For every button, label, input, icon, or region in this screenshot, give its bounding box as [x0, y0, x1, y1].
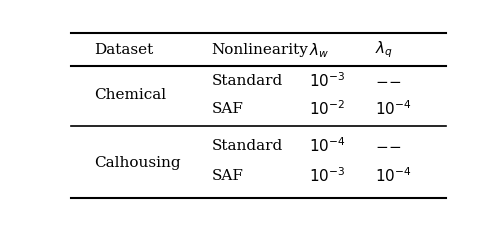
Text: $10^{-3}$: $10^{-3}$ — [309, 71, 345, 90]
Text: Nonlinearity: Nonlinearity — [212, 43, 308, 57]
Text: Standard: Standard — [212, 74, 283, 88]
Text: Standard: Standard — [212, 138, 283, 152]
Text: SAF: SAF — [212, 168, 243, 182]
Text: $\lambda_q$: $\lambda_q$ — [375, 40, 394, 60]
Text: $\lambda_w$: $\lambda_w$ — [309, 41, 330, 59]
Text: Dataset: Dataset — [94, 43, 154, 57]
Text: $-\!-$: $-\!-$ — [375, 74, 402, 88]
Text: $-\!-$: $-\!-$ — [375, 138, 402, 152]
Text: Chemical: Chemical — [94, 88, 166, 101]
Text: $10^{-2}$: $10^{-2}$ — [309, 99, 345, 118]
Text: $10^{-4}$: $10^{-4}$ — [375, 166, 412, 184]
Text: SAF: SAF — [212, 101, 243, 116]
Text: $10^{-4}$: $10^{-4}$ — [309, 136, 346, 155]
Text: $10^{-4}$: $10^{-4}$ — [375, 99, 412, 118]
Text: Calhousing: Calhousing — [94, 156, 181, 170]
Text: $10^{-3}$: $10^{-3}$ — [309, 166, 345, 184]
